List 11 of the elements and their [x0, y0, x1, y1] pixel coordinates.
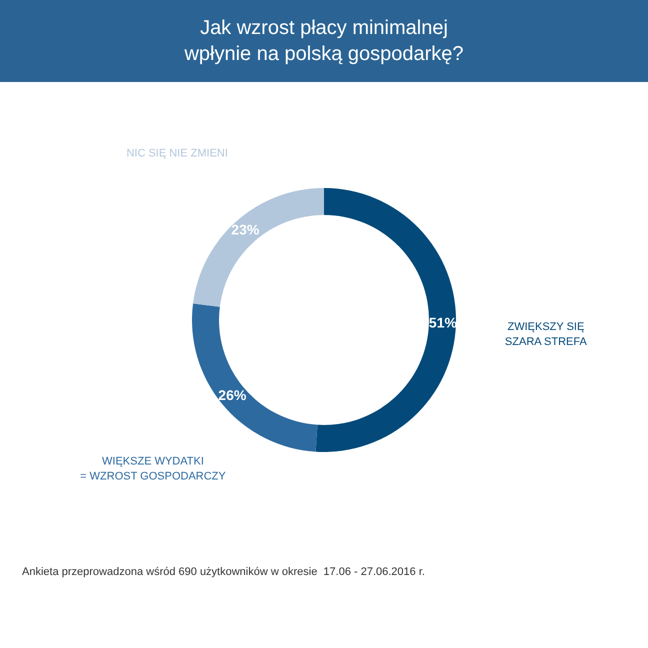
donut-slice — [192, 303, 318, 452]
slice-label: NIC SIĘ NIE ZMIENI — [126, 147, 228, 160]
donut-slice — [193, 188, 324, 307]
chart-title: Jak wzrost płacy minimalnej wpłynie na polską gospodarkę? — [0, 0, 648, 82]
data-label: 26% — [218, 386, 247, 403]
data-label: 51% — [428, 314, 458, 331]
data-label: 23% — [231, 222, 260, 238]
text: Ankieta przeprowadzona wśród 690 użytkowników w okresie 17.06 - 27.06.2016 r. — [22, 566, 425, 578]
donut-slice — [316, 188, 456, 452]
slice-label: WIĘKSZE WYDATKI = WZROST GOSPODARCZY — [80, 456, 226, 483]
slice-label: ZWIĘKSZY SIĘ SZARA STREFA — [504, 320, 588, 348]
